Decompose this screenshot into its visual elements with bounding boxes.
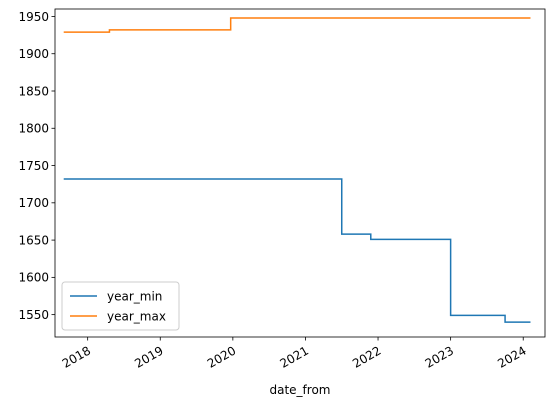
y-tick-label: 1800 — [18, 122, 49, 136]
x-axis-label: date_from — [270, 383, 331, 397]
y-tick-label: 1550 — [18, 308, 49, 322]
y-tick-label: 1750 — [18, 159, 49, 173]
legend-label-year_min: year_min — [107, 289, 162, 303]
y-tick-label: 1700 — [18, 196, 49, 210]
plot-lines — [64, 18, 531, 322]
y-tick-label: 1650 — [18, 233, 49, 247]
y-tick-label: 1900 — [18, 47, 49, 61]
x-tick-label: 2022 — [350, 343, 383, 370]
x-tick-label: 2018 — [60, 343, 93, 370]
x-axis: 2018 2019 2020 2021 2022 2023 2024 — [60, 337, 529, 371]
series-line-year_max — [64, 18, 531, 32]
x-tick-label: 2023 — [423, 343, 456, 370]
x-tick-label: 2020 — [205, 343, 238, 370]
y-tick-label: 1850 — [18, 84, 49, 98]
y-tick-label: 1600 — [18, 271, 49, 285]
x-tick-label: 2024 — [495, 343, 528, 370]
y-tick-label: 1950 — [18, 10, 49, 24]
legend: year_min year_max — [62, 282, 179, 330]
x-tick-label: 2019 — [132, 343, 165, 370]
x-tick-label: 2021 — [277, 343, 310, 370]
legend-label-year_max: year_max — [107, 309, 166, 323]
y-axis: 1550 1600 1650 1700 1750 1800 1850 1900 1950 — [18, 10, 55, 322]
